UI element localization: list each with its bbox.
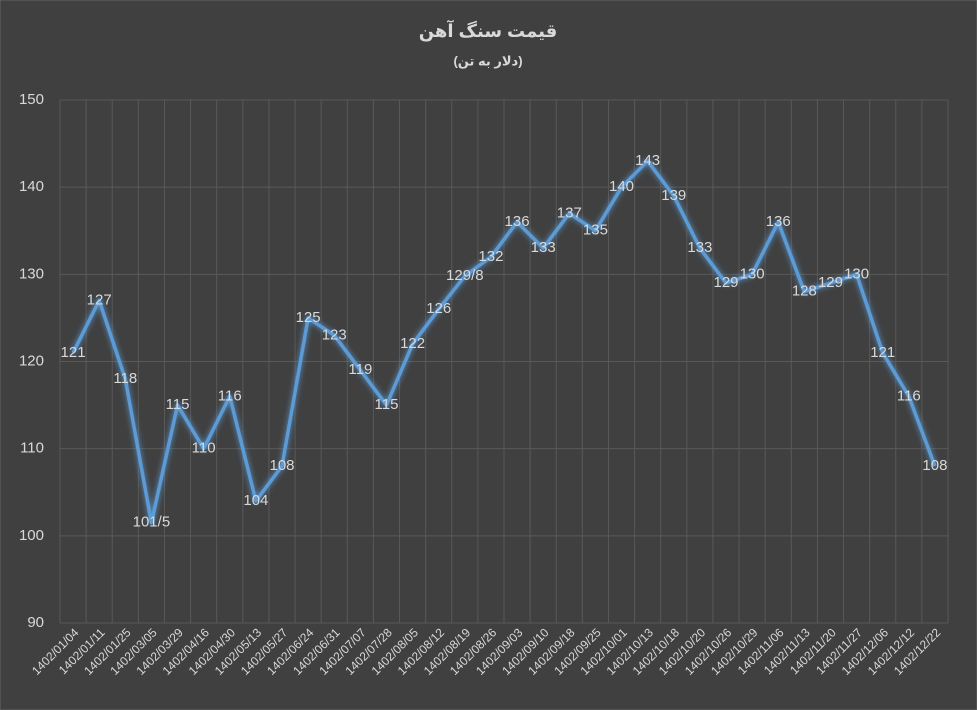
data-label: 115 bbox=[166, 396, 190, 413]
chart-title: قیمت سنگ آهن bbox=[419, 19, 558, 42]
data-label: 108 bbox=[269, 457, 294, 474]
data-label: 121 bbox=[61, 344, 86, 361]
data-label: 136 bbox=[505, 213, 530, 230]
data-label: 110 bbox=[192, 440, 216, 457]
line-series bbox=[71, 159, 937, 525]
y-tick-label: 110 bbox=[20, 440, 44, 457]
y-tick-label: 140 bbox=[19, 178, 44, 195]
data-label: 108 bbox=[922, 457, 947, 474]
y-tick-label: 150 bbox=[19, 91, 44, 108]
data-label: 130 bbox=[740, 265, 765, 282]
y-tick-label: 130 bbox=[19, 265, 44, 282]
data-label: 122 bbox=[400, 335, 425, 352]
data-label: 116 bbox=[897, 387, 921, 404]
data-label: 116 bbox=[218, 387, 242, 404]
data-label: 130 bbox=[844, 265, 869, 282]
data-label: 104 bbox=[243, 492, 268, 509]
chart-subtitle: (دلار به تن) bbox=[453, 53, 522, 68]
data-label: 118 bbox=[113, 370, 137, 387]
data-label: 133 bbox=[531, 239, 556, 256]
data-label: 137 bbox=[557, 204, 582, 221]
y-tick-label: 90 bbox=[27, 614, 44, 631]
data-label: 127 bbox=[87, 291, 112, 308]
data-label: 101/5 bbox=[133, 514, 171, 531]
data-label: 132 bbox=[478, 248, 503, 265]
data-label: 143 bbox=[635, 152, 660, 169]
y-tick-label: 120 bbox=[19, 352, 44, 369]
data-label: 115 bbox=[375, 396, 399, 413]
data-label: 129 bbox=[818, 274, 843, 291]
data-label: 140 bbox=[609, 178, 634, 195]
y-tick-label: 100 bbox=[19, 527, 44, 544]
data-label: 123 bbox=[322, 326, 347, 343]
data-label: 125 bbox=[296, 309, 321, 326]
data-label: 136 bbox=[766, 213, 791, 230]
data-label: 139 bbox=[661, 187, 686, 204]
data-label: 129 bbox=[713, 274, 738, 291]
data-label: 135 bbox=[583, 222, 608, 239]
data-label: 126 bbox=[426, 300, 451, 317]
data-label: 129/8 bbox=[446, 267, 484, 284]
data-label: 119 bbox=[348, 361, 372, 378]
data-label: 133 bbox=[687, 239, 712, 256]
data-label: 121 bbox=[870, 344, 895, 361]
data-label: 128 bbox=[792, 283, 817, 300]
